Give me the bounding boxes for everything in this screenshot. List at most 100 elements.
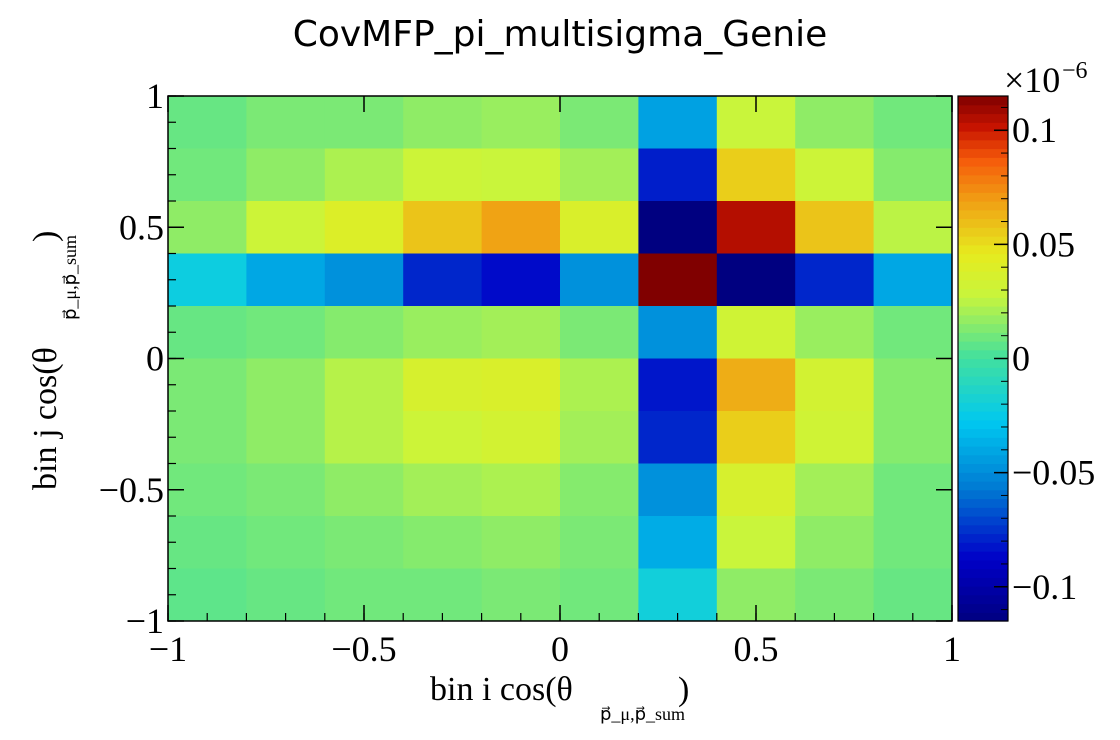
- colorbar-exponent-label: ×10: [1004, 60, 1060, 100]
- heatmap-cell: [795, 306, 875, 359]
- colorbar-band: [958, 516, 1008, 526]
- heatmap-cell: [324, 411, 404, 464]
- heatmap-cell: [795, 253, 875, 307]
- heatmap-cell: [873, 96, 953, 149]
- heatmap-cell: [716, 358, 796, 412]
- colorbar-band: [958, 227, 1008, 237]
- heatmap-cell: [716, 306, 796, 359]
- x-tick-label: −0.5: [331, 629, 396, 669]
- heatmap-cell: [716, 516, 796, 569]
- colorbar-band: [958, 472, 1008, 482]
- colorbar-band: [958, 463, 1008, 473]
- heatmap-cell: [873, 568, 953, 622]
- y-axis-title-subscript: p⃗_μ,p⃗_sum: [60, 235, 80, 320]
- colorbar-band: [958, 297, 1008, 307]
- colorbar-band: [958, 559, 1008, 570]
- x-axis-title-close: ): [678, 671, 689, 708]
- heatmap-cell: [168, 96, 247, 149]
- colorbar-tick-label: 0.1: [1012, 110, 1057, 150]
- heatmap-cell: [560, 463, 639, 517]
- colorbar-band: [958, 157, 1008, 167]
- colorbar-band: [958, 533, 1008, 543]
- colorbar-band: [958, 542, 1008, 552]
- heatmap-cell: [324, 516, 404, 569]
- heatmap-cell: [638, 568, 718, 622]
- heatmap-cell: [795, 96, 875, 149]
- heatmap-cell: [324, 306, 404, 359]
- chart-title: CovMFP_pi_multisigma_Genie: [292, 14, 828, 55]
- heatmap-cell: [795, 463, 875, 517]
- heatmap-cell: [795, 201, 875, 254]
- heatmap-cell: [716, 463, 796, 517]
- colorbar-band: [958, 314, 1008, 325]
- heatmap-cell: [560, 201, 639, 254]
- colorbar-band: [958, 612, 1008, 622]
- x-tick-label: 0: [551, 629, 569, 669]
- colorbar-band: [958, 122, 1008, 132]
- colorbar-band: [958, 131, 1008, 141]
- colorbar-band: [958, 253, 1008, 263]
- title-box: [258, 6, 862, 66]
- heatmap-cell: [403, 306, 483, 359]
- heatmap-cell: [403, 568, 483, 622]
- colorbar-band: [958, 454, 1008, 465]
- heatmap-cell: [481, 253, 561, 307]
- colorbar-band: [958, 393, 1008, 403]
- heatmap-cell: [324, 358, 404, 412]
- colorbar-band: [958, 384, 1008, 395]
- colorbar-exponent-power: −6: [1062, 58, 1088, 84]
- heatmap-cell: [481, 568, 561, 622]
- heatmap-cell: [638, 463, 718, 517]
- y-tick-label: −1: [126, 601, 164, 641]
- colorbar-band: [958, 402, 1008, 412]
- colorbar-band: [958, 279, 1008, 290]
- heatmap-cell: [246, 411, 326, 464]
- colorbar-band: [958, 367, 1008, 377]
- heatmap-cell: [403, 253, 483, 307]
- heatmap-cell: [873, 358, 953, 412]
- heatmap-cell: [168, 568, 247, 622]
- colorbar-band: [958, 192, 1008, 202]
- heatmap-cell: [795, 148, 875, 202]
- heatmap-cell: [403, 411, 483, 464]
- colorbar-band: [958, 349, 1008, 360]
- heatmap-cell: [481, 96, 561, 149]
- colorbar-band: [958, 498, 1008, 508]
- colorbar-band: [958, 174, 1008, 185]
- y-axis-title: bin j cos(θ: [27, 347, 64, 490]
- colorbar-tick-label: −0.1: [1012, 567, 1077, 607]
- colorbar-band: [958, 358, 1008, 368]
- heatmap-cell: [168, 253, 247, 307]
- heatmap-cell: [481, 201, 561, 254]
- heatmap-cell: [638, 516, 718, 569]
- colorbar-band: [958, 201, 1008, 211]
- colorbar-band: [958, 236, 1008, 246]
- heatmap-cell: [403, 516, 483, 569]
- heatmap-cell: [481, 306, 561, 359]
- colorbar-band: [958, 419, 1008, 430]
- heatmap-cell: [246, 306, 326, 359]
- heatmap-cell: [638, 253, 718, 307]
- heatmap-cell: [168, 516, 247, 569]
- colorbar-band: [958, 323, 1008, 333]
- heatmap-cell: [795, 358, 875, 412]
- heatmap-cell: [403, 201, 483, 254]
- colorbar-band: [958, 218, 1008, 228]
- heatmap-cell: [168, 148, 247, 202]
- heatmap-cell: [481, 148, 561, 202]
- heatmap-cell: [873, 253, 953, 307]
- heatmap-cell: [246, 148, 326, 202]
- heatmap-cell: [324, 253, 404, 307]
- colorbar-band: [958, 603, 1008, 613]
- heatmap-cell: [246, 358, 326, 412]
- heatmap-cell: [795, 516, 875, 569]
- heatmap-cell: [638, 96, 718, 149]
- heatmap-cell: [324, 148, 404, 202]
- y-axis-title-group: bin j cos(θ p⃗_μ,p⃗_sum): [27, 231, 80, 490]
- heatmap-cell: [638, 148, 718, 202]
- heatmap-cell: [560, 253, 639, 307]
- heatmap-cell: [246, 253, 326, 307]
- heatmap-cell: [168, 411, 247, 464]
- heatmap-cell: [246, 463, 326, 517]
